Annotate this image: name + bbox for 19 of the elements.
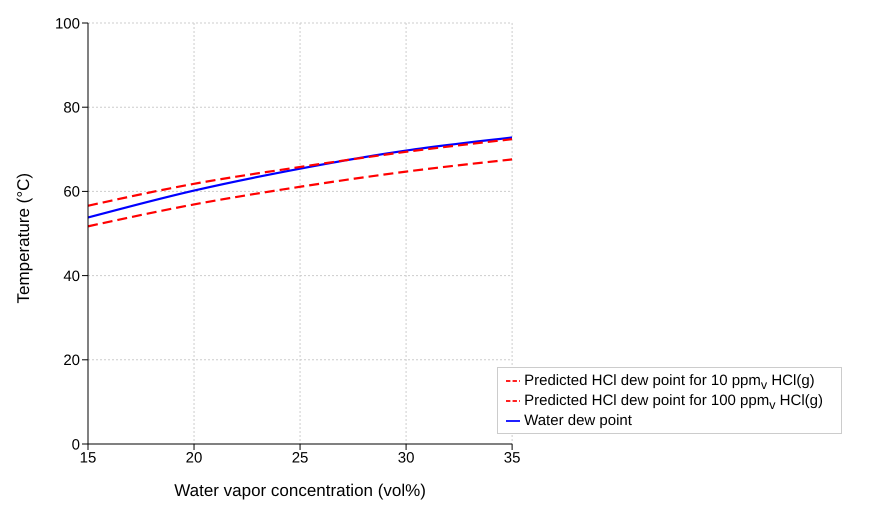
y-tick-label: 100 bbox=[54, 15, 80, 32]
line-series bbox=[88, 138, 512, 207]
line-series bbox=[88, 158, 512, 228]
legend-label: Predicted HCl dew point for 10 ppm$_{v}$ HCl(g) bbox=[524, 372, 815, 392]
legend-label: Water dew point bbox=[524, 412, 632, 429]
x-tick-label: 20 bbox=[186, 450, 202, 467]
x-tick-label: 35 bbox=[504, 450, 520, 467]
y-tick-label: 40 bbox=[63, 268, 80, 285]
x-tick-label: 25 bbox=[292, 450, 308, 467]
x-axis-title: Water vapor concentration (vol%) bbox=[174, 481, 426, 500]
legend-label: Predicted HCl dew point for 100 ppm$_{v}$ HCl(g) bbox=[524, 392, 823, 412]
y-tick-label: 0 bbox=[72, 436, 80, 454]
y-tick-label: 60 bbox=[63, 184, 80, 201]
y-tick-label: 80 bbox=[63, 100, 80, 117]
line-series bbox=[88, 136, 512, 219]
x-tick-label: 30 bbox=[398, 450, 414, 467]
y-axis-title: Temperature (°C) bbox=[14, 172, 34, 304]
x-tick-label: 15 bbox=[80, 450, 96, 467]
y-tick-label: 20 bbox=[63, 352, 80, 370]
